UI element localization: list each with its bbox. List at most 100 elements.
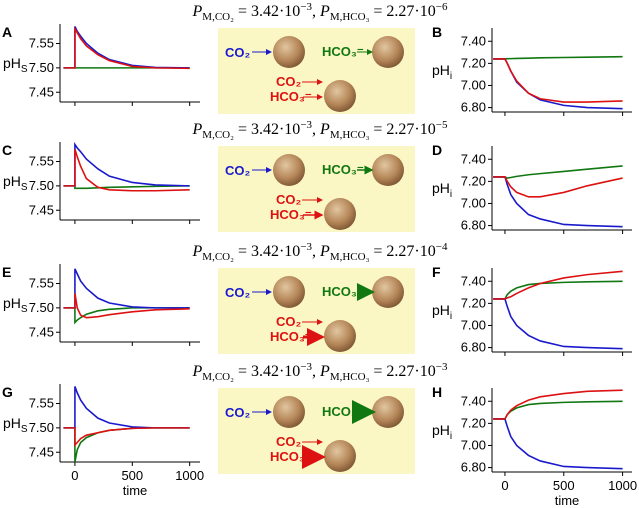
cell [273,154,305,186]
y-label-main: pH [3,295,21,311]
y-tick-label: 7.00 [461,195,486,210]
y-tick-label: 7.55 [29,154,54,169]
x-tick-label: 500 [121,468,143,483]
x-tick-label: 500 [553,478,575,493]
x-tick-label: 0 [501,478,508,493]
row-title: PM,CO₂ = 3.42·10−3, PM,HCO₃ = 2.27·10−6 [192,1,448,23]
cell [273,276,305,308]
series-line [493,58,623,103]
cell [372,276,404,308]
title-part: P [319,363,330,380]
y-label-main: pH [3,173,21,189]
co2-label-2: CO₂ [276,192,302,207]
y-label-sub: i [450,189,452,200]
y-label-main: pH [432,302,450,318]
y-tick-label: 7.40 [461,33,486,48]
y-axis-label: pHS [3,415,28,435]
panel-letter: G [2,384,13,400]
title-part: −4 [436,241,448,253]
panel-letter: H [432,384,442,400]
title-part: M,CO₂ [202,11,234,23]
title-part: M,HCO₃ [330,129,370,141]
y-axis-label: pHi [432,422,452,442]
y-tick-label: 7.45 [29,324,54,339]
series-line [493,165,623,179]
y-label-main: pH [3,415,21,431]
title-part: P [192,363,203,380]
y-tick-label: 6.80 [461,340,486,355]
title-part: −3 [300,1,312,13]
cell [324,320,356,352]
series-line [493,176,623,198]
hco3-label-2: HCO₃⁻ [270,207,312,222]
series-line [63,185,190,190]
y-axis-label: pHS [3,173,28,193]
cell [273,396,305,428]
title-part: M,CO₂ [202,129,234,141]
cell [273,36,305,68]
series-line [63,386,190,429]
y-axis-label: pHi [432,62,452,82]
title-part: M,HCO₃ [330,251,370,263]
series-line [63,141,190,187]
y-label-sub: S [21,424,28,435]
series-line [63,268,190,309]
x-tick-label: 0 [71,468,78,483]
title-part: = 2.27·10 [369,363,435,380]
y-tick-label: 7.45 [29,202,54,217]
title-part: −3 [300,241,312,253]
y-tick-label: 7.40 [461,273,486,288]
title-part: = 3.42·10 [234,121,300,138]
panel-letter: F [432,264,441,280]
y-tick-label: 7.50 [29,300,54,315]
series-line [493,298,623,350]
series-line [63,26,190,69]
hco3-label-2: HCO₃⁻ [270,449,312,464]
hco3-label-2: HCO₃⁻ [270,89,312,104]
cell [324,80,356,112]
y-label-main: pH [432,62,450,78]
y-label-sub: S [21,182,28,193]
series-line [63,25,190,70]
y-tick-label: 7.50 [29,60,54,75]
hco3-label: HCO₃⁻ [322,162,364,177]
x-axis-label: time [123,483,148,498]
co2-label: CO₂ [225,45,251,60]
y-tick-label: 7.40 [461,151,486,166]
title-part: P [192,121,203,138]
series-line [63,293,190,319]
series-line [493,418,623,470]
title-part: P [192,3,203,20]
y-axis-label: pHi [432,180,452,200]
y-tick-label: 6.80 [461,100,486,115]
row-title: PM,CO₂ = 3.42·10−3, PM,HCO₃ = 2.27·10−3 [192,361,448,383]
title-part: = 2.27·10 [369,243,435,260]
y-label-sub: S [21,304,28,315]
title-part: M,CO₂ [202,371,234,383]
x-tick-label: 1000 [608,478,637,493]
y-tick-label: 7.20 [461,415,486,430]
y-label-main: pH [3,55,21,71]
y-tick-label: 7.00 [461,77,486,92]
title-part: P [319,121,330,138]
title-part: −3 [300,119,312,131]
title-part: M,CO₂ [202,251,234,263]
title-part: , [312,243,320,260]
series-line [63,149,190,192]
cell [324,440,356,472]
title-part: = 3.42·10 [234,3,300,20]
title-part: −3 [436,361,448,373]
title-part: = 2.27·10 [369,121,435,138]
y-axis-label: pHS [3,295,28,315]
y-label-main: pH [432,422,450,438]
panel-letter: B [432,24,442,40]
series-line [493,55,623,60]
